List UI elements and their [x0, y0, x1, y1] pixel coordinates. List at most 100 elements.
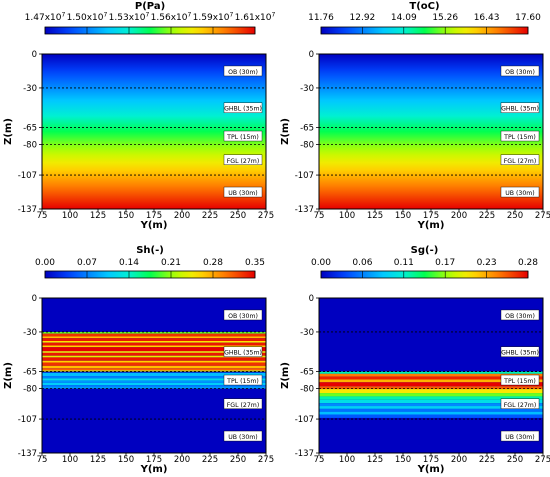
layer-label: GHBL (35m) — [500, 346, 540, 357]
layer-label-box — [223, 398, 263, 409]
saturation-band — [42, 342, 266, 346]
colorbar-tick-label: 15.26 — [432, 13, 458, 23]
x-tick-label: 125 — [367, 455, 383, 465]
layer-label: UB (30m) — [500, 430, 540, 442]
layer-label-text: TPL (15m) — [503, 134, 536, 141]
colorbar-tick-label: 11.76 — [308, 13, 334, 23]
colorbar-tick-label: 12.92 — [350, 13, 376, 23]
x-tick-label: 200 — [451, 211, 467, 221]
saturation-band — [42, 378, 266, 381]
layer-label-box — [223, 346, 263, 357]
layer-label-text: OB (30m) — [505, 69, 535, 76]
x-tick-label: 75 — [314, 455, 325, 465]
layer-label-text: GHBL (35m) — [501, 350, 539, 357]
saturation-band — [42, 340, 266, 343]
y-tick-label: -137 — [295, 205, 314, 215]
y-tick-label: 0 — [32, 50, 37, 60]
colorbar-tick-label: 0.00 — [311, 258, 331, 268]
x-axis-label: Y(m) — [417, 220, 445, 231]
x-tick-label: 175 — [146, 455, 162, 465]
x-tick-label: 125 — [90, 211, 106, 221]
x-tick-label: 175 — [423, 455, 439, 465]
layer-label: TPL (15m) — [500, 374, 540, 386]
colorbar-tick-label: 17.60 — [515, 13, 541, 23]
y-tick-label: -30 — [23, 328, 37, 338]
x-tick-label: 100 — [339, 455, 355, 465]
x-tick-label: 250 — [507, 455, 523, 465]
layer-label-box — [500, 374, 540, 386]
layer-label-text: GHBL (35m) — [224, 106, 262, 113]
x-tick-label: 225 — [202, 211, 218, 221]
layer-label-box — [500, 309, 540, 321]
y-axis-label: Z(m) — [3, 362, 14, 389]
saturation-band — [42, 372, 266, 377]
colorbar-tick-label: 0.06 — [352, 258, 372, 268]
layer-label-box — [223, 130, 263, 142]
layer-label: OB (30m) — [223, 65, 263, 77]
saturation-band — [319, 376, 543, 380]
x-tick-label: 225 — [479, 211, 495, 221]
saturation-band — [319, 393, 543, 397]
y-tick-label: -107 — [295, 171, 314, 181]
saturation-band — [319, 396, 543, 400]
layer-label-box — [500, 154, 540, 165]
x-axis-label: Y(m) — [417, 464, 445, 475]
colorbar-tick-label: 0.17 — [435, 258, 455, 268]
saturation-band — [42, 380, 266, 383]
colorbar-tick-label: 0.00 — [35, 258, 55, 268]
y-tick-label: -65 — [300, 368, 314, 378]
layer-label: UB (30m) — [500, 186, 540, 198]
y-tick-label: -80 — [300, 385, 314, 395]
colorbar-tick-label: 0.21 — [161, 258, 181, 268]
colorbar-title: Sg(-) — [411, 245, 439, 256]
layer-label-box — [223, 65, 263, 77]
y-tick-label: -80 — [23, 141, 37, 151]
colorbar-tick-label: 0.35 — [245, 258, 265, 268]
layer-label-box — [500, 65, 540, 77]
x-tick-label: 150 — [118, 455, 134, 465]
layer-label-text: FGL (27m) — [504, 158, 537, 165]
y-axis-label: Z(m) — [280, 362, 291, 389]
layer-label: OB (30m) — [500, 65, 540, 77]
x-tick-label: 150 — [395, 455, 411, 465]
colorbar-tick-label: 0.23 — [477, 258, 497, 268]
colorbar — [44, 26, 256, 35]
saturation-band — [319, 411, 543, 415]
layer-label-text: TPL (15m) — [226, 378, 259, 385]
layer-label-box — [500, 186, 540, 198]
layer-label-box — [223, 309, 263, 321]
layer-label-text: FGL (27m) — [504, 402, 537, 409]
x-tick-label: 200 — [174, 211, 190, 221]
layer-label-text: UB (30m) — [505, 434, 534, 441]
x-tick-label: 125 — [90, 455, 106, 465]
layer-label-text: TPL (15m) — [503, 378, 536, 385]
x-tick-label: 250 — [230, 455, 246, 465]
x-tick-label: 125 — [367, 211, 383, 221]
colorbar-title: P(Pa) — [135, 1, 165, 12]
colorbar — [320, 270, 529, 279]
saturation-band — [42, 387, 266, 389]
x-tick-label: 275 — [535, 455, 550, 465]
layer-label-text: OB (30m) — [228, 69, 258, 76]
saturation-band — [42, 385, 266, 388]
y-tick-label: -107 — [18, 171, 37, 181]
x-tick-label: 75 — [37, 211, 48, 221]
colorbar-tick-label: 1.50x107 — [67, 12, 108, 24]
x-tick-label: 250 — [230, 211, 246, 221]
layer-label-text: UB (30m) — [228, 190, 257, 197]
x-tick-label: 150 — [395, 211, 411, 221]
layer-label-box — [223, 430, 263, 442]
y-axis-label: Z(m) — [280, 118, 291, 145]
x-tick-label: 225 — [202, 455, 218, 465]
saturation-band — [42, 355, 266, 358]
saturation-band — [42, 351, 266, 353]
saturation-band — [319, 414, 543, 418]
layer-label: UB (30m) — [223, 186, 263, 198]
colorbar — [320, 26, 529, 35]
x-tick-label: 275 — [258, 211, 274, 221]
x-tick-label: 75 — [37, 455, 48, 465]
saturation-band — [42, 345, 266, 348]
y-tick-label: -137 — [18, 205, 37, 215]
layer-label-text: UB (30m) — [505, 190, 534, 197]
